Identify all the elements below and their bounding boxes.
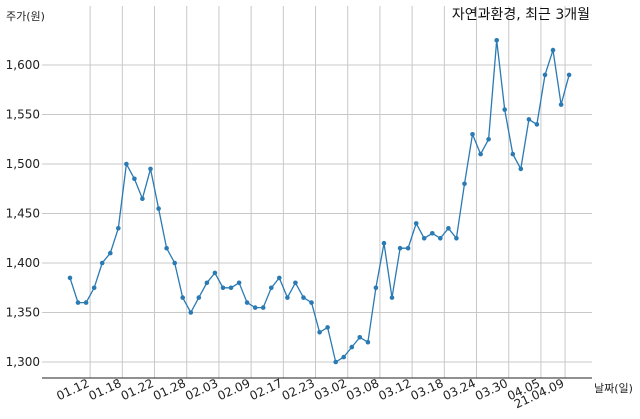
- data-point: [67, 275, 73, 281]
- x-tick-label: 03.12: [376, 376, 413, 403]
- data-point: [277, 275, 282, 281]
- y-axis-label: 주가(원): [6, 10, 45, 23]
- data-point: [212, 270, 218, 276]
- y-tick-label: 1,500: [6, 157, 40, 171]
- chart-title: 자연과환경, 최근 3개월: [452, 7, 590, 23]
- data-point: [454, 236, 459, 241]
- x-tick-label: 03.02: [312, 376, 349, 403]
- data-point: [116, 226, 121, 231]
- data-point: [558, 102, 564, 107]
- y-gridlines: [42, 64, 592, 363]
- data-point: [309, 300, 314, 305]
- y-tick-label: 1,400: [6, 256, 40, 270]
- data-point: [148, 166, 153, 172]
- x-tick-label: 02.23: [280, 376, 317, 403]
- data-point: [317, 330, 322, 335]
- data-point: [550, 47, 556, 53]
- data-point: [196, 295, 202, 300]
- data-point: [494, 38, 500, 43]
- x-tick-label: 03.30: [473, 376, 510, 403]
- y-tick-label: 1,550: [6, 108, 40, 122]
- data-point: [341, 354, 347, 360]
- data-point: [75, 300, 81, 305]
- data-point: [405, 245, 411, 251]
- data-point: [438, 236, 443, 241]
- data-point: [188, 310, 194, 315]
- data-point: [325, 325, 330, 330]
- x-axis-label: 날짜(일): [594, 381, 633, 395]
- data-point: [91, 285, 97, 291]
- data-point: [365, 339, 371, 345]
- y-tick-label: 1,350: [6, 306, 40, 320]
- data-point: [260, 305, 266, 310]
- data-point: [156, 206, 161, 211]
- data-point: [285, 295, 290, 300]
- data-point: [301, 295, 306, 300]
- y-tick-labels: 1,300 1,350 1,400 1,450 1,500 1,550 1,600: [6, 58, 40, 369]
- data-point: [124, 161, 129, 167]
- data-point: [293, 280, 298, 286]
- data-point: [244, 300, 250, 305]
- data-point: [373, 285, 379, 291]
- data-point: [333, 359, 339, 365]
- x-tick-label: 02.03: [183, 376, 220, 403]
- data-point: [510, 151, 516, 157]
- x-tick-label: 01.22: [119, 376, 156, 403]
- data-point: [140, 196, 145, 201]
- x-tick-label: 03.18: [409, 376, 446, 403]
- price-series-line: [69, 40, 570, 364]
- data-point: [164, 245, 169, 251]
- data-point: [413, 221, 419, 226]
- data-point: [421, 236, 427, 241]
- data-point: [534, 122, 540, 127]
- data-point: [228, 285, 234, 291]
- data-point: [397, 245, 403, 251]
- data-point: [220, 285, 226, 291]
- data-point: [502, 107, 508, 112]
- x-tick-label: 01.18: [87, 376, 124, 403]
- data-point: [430, 231, 435, 236]
- data-point: [389, 295, 395, 300]
- price-series-points: [67, 38, 572, 365]
- data-point: [108, 250, 113, 256]
- data-point: [518, 166, 524, 172]
- x-tick-label: 02.17: [248, 376, 285, 403]
- data-point: [478, 151, 483, 157]
- x-gridlines: [89, 6, 566, 378]
- x-tick-label: 01.12: [54, 376, 91, 403]
- data-point: [462, 181, 467, 187]
- data-point: [566, 72, 572, 78]
- data-point: [349, 344, 355, 350]
- x-tick-labels: 01.1201.1801.2201.2802.0302.0902.1702.23…: [54, 376, 566, 411]
- y-tick-label: 1,300: [6, 355, 40, 369]
- data-point: [526, 117, 532, 122]
- data-point: [204, 280, 210, 286]
- data-point: [486, 137, 491, 142]
- data-point: [269, 285, 274, 291]
- x-tick-label: 03.24: [441, 376, 478, 403]
- data-point: [172, 260, 177, 266]
- x-tick-label: 01.28: [151, 376, 188, 403]
- data-point: [470, 132, 475, 137]
- data-point: [83, 300, 89, 305]
- data-point: [180, 295, 185, 300]
- x-tick-label: 02.09: [215, 376, 252, 403]
- data-point: [542, 72, 548, 78]
- data-point: [252, 305, 258, 310]
- y-tick-label: 1,450: [6, 207, 40, 221]
- data-point: [357, 335, 363, 340]
- data-point: [132, 176, 137, 182]
- x-tick-label: 03.08: [344, 376, 381, 403]
- data-point: [99, 260, 105, 266]
- data-point: [236, 280, 242, 286]
- data-point: [381, 240, 387, 246]
- data-point: [446, 226, 451, 231]
- y-tick-label: 1,600: [6, 58, 40, 72]
